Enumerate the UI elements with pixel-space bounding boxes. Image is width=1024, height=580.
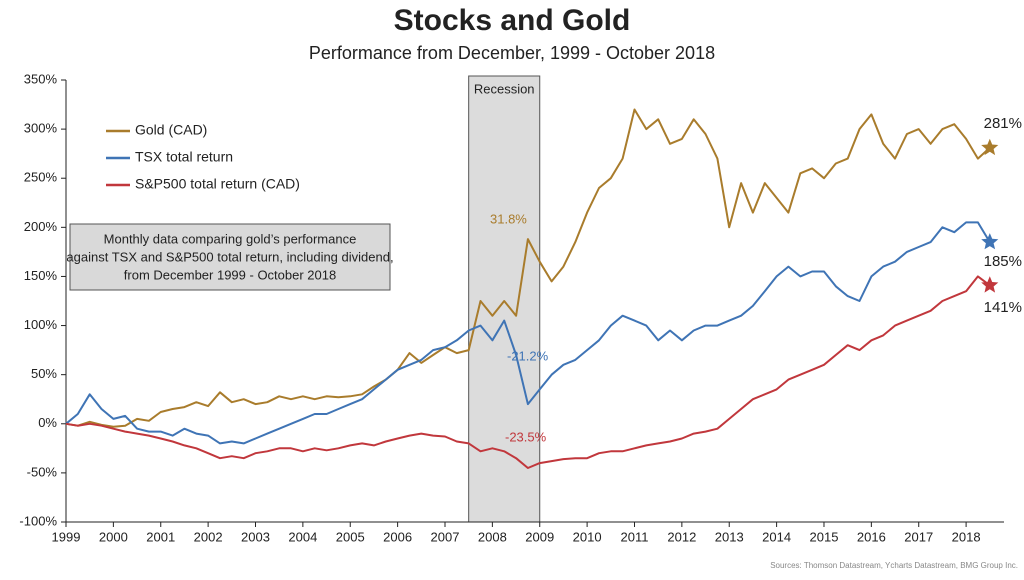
end-marker — [981, 276, 999, 293]
x-tick-label: 2008 — [478, 529, 507, 544]
x-tick-label: 2012 — [667, 529, 696, 544]
end-marker — [981, 138, 999, 156]
x-tick-label: 2013 — [715, 529, 744, 544]
y-tick-label: 200% — [24, 219, 58, 234]
recession-band — [468, 75, 541, 523]
y-tick-label: 350% — [24, 71, 58, 86]
note-text: from December 1999 - October 2018 — [124, 267, 336, 282]
y-tick-label: -50% — [27, 464, 58, 479]
legend-label: Gold (CAD) — [135, 122, 207, 138]
x-tick-label: 2003 — [241, 529, 270, 544]
recession-label: Recession — [474, 81, 535, 96]
x-tick-label: 2014 — [762, 529, 791, 544]
recession-annotation: -21.2% — [507, 348, 549, 363]
x-tick-label: 2010 — [573, 529, 602, 544]
end-marker — [981, 233, 999, 250]
legend-label: TSX total return — [135, 149, 233, 165]
y-tick-label: 150% — [24, 268, 58, 283]
x-tick-label: 2001 — [146, 529, 175, 544]
end-label: 185% — [984, 253, 1022, 270]
y-tick-label: 250% — [24, 170, 58, 185]
x-tick-label: 2011 — [621, 529, 649, 544]
x-tick-label: 2009 — [525, 529, 554, 544]
note-text: against TSX and S&P500 total return, inc… — [66, 249, 393, 264]
y-tick-label: 300% — [24, 121, 58, 136]
recession-annotation: -23.5% — [505, 429, 547, 444]
note-text: Monthly data comparing gold’s performanc… — [104, 231, 357, 246]
x-tick-label: 2005 — [336, 529, 365, 544]
series-line — [65, 275, 991, 469]
x-tick-label: 2006 — [383, 529, 412, 544]
chart-subtitle: Performance from December, 1999 - Octobe… — [309, 43, 715, 63]
x-tick-label: 2016 — [857, 529, 886, 544]
x-tick-label: 2007 — [431, 529, 460, 544]
y-tick-label: 0% — [38, 415, 57, 430]
legend-label: S&P500 total return (CAD) — [135, 176, 300, 192]
y-tick-label: 50% — [31, 366, 57, 381]
x-tick-label: 1999 — [52, 529, 81, 544]
end-label: 141% — [984, 299, 1022, 316]
note-box — [69, 223, 391, 291]
x-tick-label: 2002 — [194, 529, 223, 544]
recession-annotation: 31.8% — [490, 211, 527, 226]
series-line — [65, 221, 991, 445]
y-tick-label: 100% — [24, 317, 58, 332]
x-tick-label: 2017 — [904, 529, 933, 544]
end-label: 281% — [984, 115, 1022, 132]
x-tick-label: 2000 — [99, 529, 128, 544]
chart-title: Stocks and Gold — [394, 4, 631, 37]
x-tick-label: 2004 — [288, 529, 317, 544]
x-tick-label: 2018 — [952, 529, 981, 544]
source-note: Sources: Thomson Datastream, Ycharts Dat… — [770, 561, 1018, 570]
x-tick-label: 2015 — [810, 529, 839, 544]
y-tick-label: -100% — [19, 513, 57, 528]
series-line — [65, 108, 991, 428]
